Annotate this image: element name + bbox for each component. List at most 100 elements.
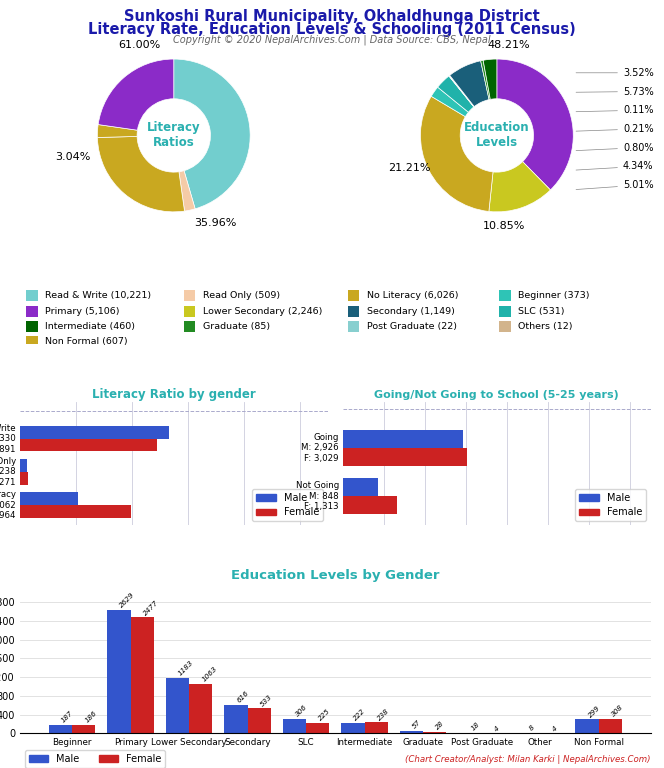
Text: Sunkoshi Rural Municipality, Okhaldhunga District: Sunkoshi Rural Municipality, Okhaldhunga… <box>124 9 540 25</box>
Bar <box>343 448 467 466</box>
Wedge shape <box>481 60 490 100</box>
Bar <box>348 321 359 332</box>
Text: 4: 4 <box>552 725 559 733</box>
Text: 238: 238 <box>376 707 390 721</box>
Wedge shape <box>438 76 474 112</box>
Bar <box>131 617 154 733</box>
Title: Literacy Ratio by gender: Literacy Ratio by gender <box>92 388 256 401</box>
Legend: Male, Female: Male, Female <box>576 488 646 521</box>
Bar <box>499 306 511 316</box>
Text: Copyright © 2020 NepalArchives.Com | Data Source: CBS, Nepal: Copyright © 2020 NepalArchives.Com | Dat… <box>173 35 491 45</box>
Bar <box>499 290 511 301</box>
Bar <box>189 684 212 733</box>
Bar <box>341 723 365 733</box>
Text: 186: 186 <box>84 710 98 723</box>
Bar <box>499 321 511 332</box>
Text: Graduate (85): Graduate (85) <box>203 322 270 331</box>
Legend: Male, Female: Male, Female <box>252 488 323 521</box>
Bar <box>248 708 271 733</box>
Wedge shape <box>174 59 250 209</box>
Text: 187: 187 <box>60 710 74 723</box>
Bar <box>306 723 329 733</box>
Wedge shape <box>449 76 474 107</box>
Text: Read & Write (10,221): Read & Write (10,221) <box>45 291 151 300</box>
Bar <box>283 719 306 733</box>
Bar <box>27 306 38 316</box>
Text: 616: 616 <box>236 690 250 703</box>
Bar <box>72 725 96 733</box>
Text: 18: 18 <box>470 721 481 732</box>
Text: 225: 225 <box>318 708 332 722</box>
Wedge shape <box>98 59 174 131</box>
Text: Intermediate (460): Intermediate (460) <box>45 322 135 331</box>
Text: 21.21%: 21.21% <box>388 163 430 173</box>
Wedge shape <box>497 59 573 190</box>
Bar <box>165 678 189 733</box>
Text: 0.21%: 0.21% <box>576 124 653 134</box>
Wedge shape <box>450 75 474 107</box>
Bar <box>48 725 72 733</box>
Text: 35.96%: 35.96% <box>195 218 237 228</box>
Text: Beginner (373): Beginner (373) <box>519 291 590 300</box>
Bar <box>400 731 423 733</box>
Text: 57: 57 <box>412 719 422 730</box>
Bar <box>224 704 248 733</box>
Text: 1063: 1063 <box>201 665 218 683</box>
Bar <box>20 459 27 472</box>
Bar <box>20 505 131 518</box>
Bar <box>348 290 359 301</box>
Text: 48.21%: 48.21% <box>487 40 530 50</box>
Wedge shape <box>450 61 489 107</box>
Text: 5.01%: 5.01% <box>576 180 653 190</box>
Text: 2629: 2629 <box>119 592 136 609</box>
Bar <box>343 429 463 448</box>
Text: 222: 222 <box>353 708 367 722</box>
Text: 10.85%: 10.85% <box>483 221 526 231</box>
Text: 2477: 2477 <box>142 599 159 616</box>
Bar <box>184 321 195 332</box>
Wedge shape <box>483 59 497 99</box>
Wedge shape <box>98 124 137 137</box>
Title: Education Levels by Gender: Education Levels by Gender <box>231 569 440 582</box>
Text: 306: 306 <box>294 704 308 718</box>
Text: (Chart Creator/Analyst: Milan Karki | NepalArchives.Com): (Chart Creator/Analyst: Milan Karki | Ne… <box>405 755 651 764</box>
Bar <box>20 472 27 485</box>
Bar <box>575 720 599 733</box>
Text: 4: 4 <box>493 725 501 733</box>
Text: Post Graduate (22): Post Graduate (22) <box>367 322 457 331</box>
Bar <box>365 722 388 733</box>
Bar <box>599 719 622 733</box>
Bar <box>343 496 397 515</box>
Text: Lower Secondary (2,246): Lower Secondary (2,246) <box>203 306 322 316</box>
Text: 5.73%: 5.73% <box>576 87 653 97</box>
Text: Primary (5,106): Primary (5,106) <box>45 306 120 316</box>
Bar <box>184 306 195 316</box>
Legend: Male, Female: Male, Female <box>25 750 165 768</box>
Text: 8: 8 <box>529 725 536 732</box>
Text: 0.80%: 0.80% <box>576 143 653 153</box>
Wedge shape <box>179 170 195 211</box>
Text: 308: 308 <box>610 704 624 718</box>
Text: 4.34%: 4.34% <box>576 161 653 171</box>
Text: 1183: 1183 <box>177 660 195 677</box>
Bar <box>27 321 38 332</box>
Text: 3.52%: 3.52% <box>576 68 653 78</box>
Text: 3.04%: 3.04% <box>55 152 90 162</box>
Bar <box>20 492 78 505</box>
Text: 0.11%: 0.11% <box>576 105 653 115</box>
Bar <box>20 439 157 452</box>
Title: Going/Not Going to School (5-25 years): Going/Not Going to School (5-25 years) <box>374 390 620 400</box>
Text: Read Only (509): Read Only (509) <box>203 291 280 300</box>
Wedge shape <box>489 161 550 212</box>
Wedge shape <box>420 96 493 211</box>
Bar <box>107 610 131 733</box>
Text: No Literacy (6,026): No Literacy (6,026) <box>367 291 458 300</box>
Text: Non Formal (607): Non Formal (607) <box>45 337 127 346</box>
Text: Literacy
Ratios: Literacy Ratios <box>147 121 201 150</box>
Bar <box>20 426 169 439</box>
Bar <box>27 336 38 347</box>
Text: 533: 533 <box>259 694 274 707</box>
Text: 299: 299 <box>587 704 601 719</box>
Bar <box>27 290 38 301</box>
Text: 28: 28 <box>435 720 446 731</box>
